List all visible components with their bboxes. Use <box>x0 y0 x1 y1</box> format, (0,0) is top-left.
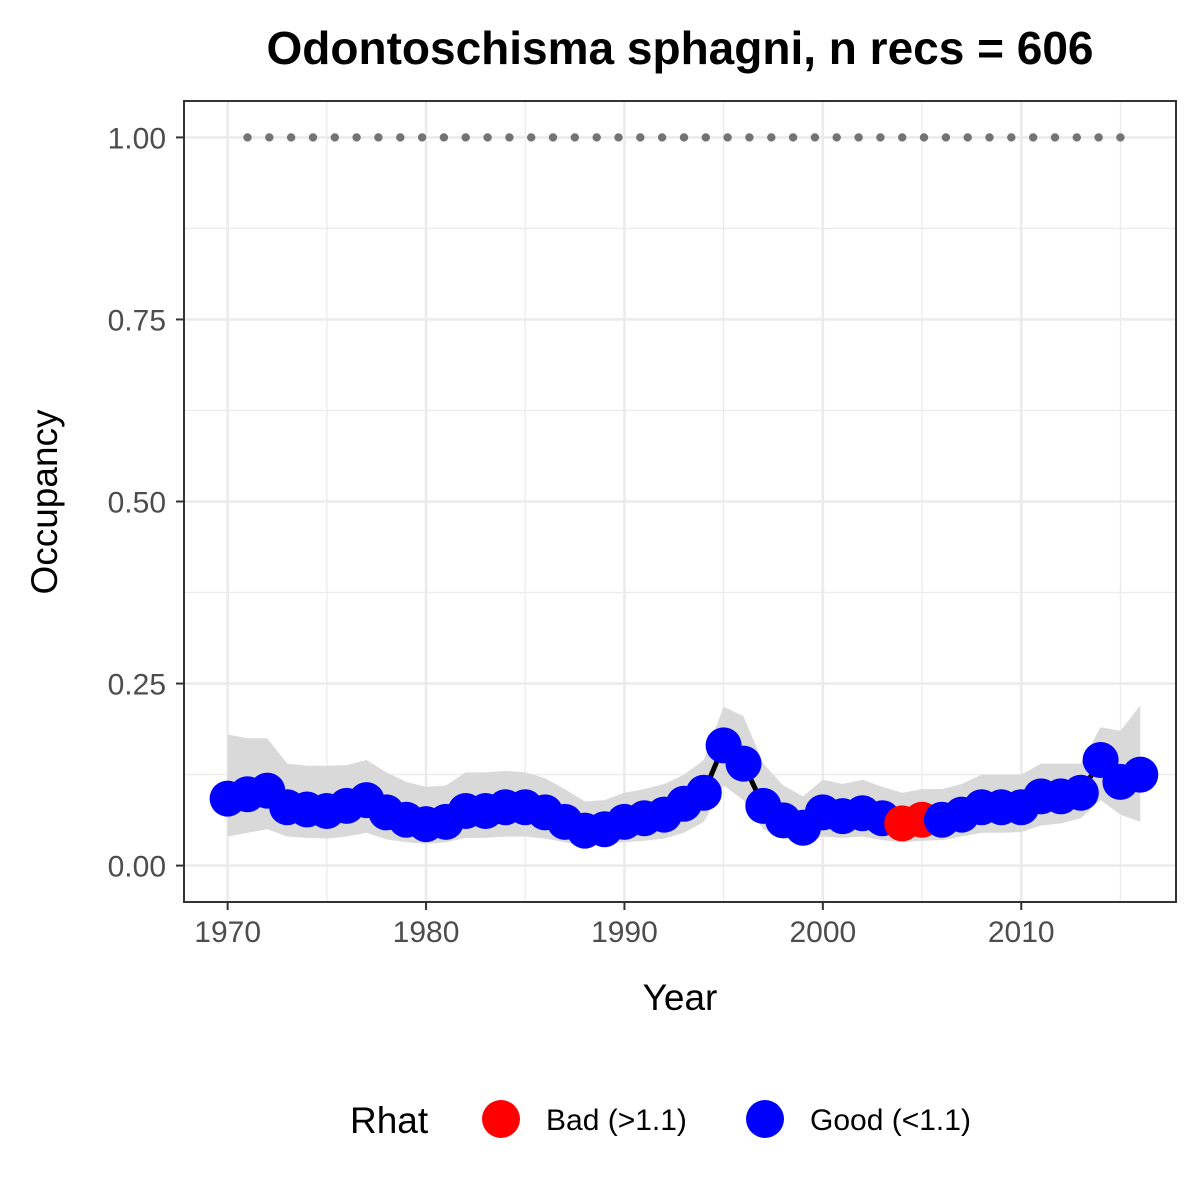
y-axis: 0.00 0.25 0.50 0.75 1.00 <box>108 122 184 884</box>
x-tick-label: 1990 <box>591 916 658 949</box>
reference-dot <box>1072 133 1082 142</box>
chart-title: Odontoschisma sphagni, n recs = 606 <box>267 22 1094 74</box>
reference-dot <box>679 133 689 142</box>
y-tick-label: 0.00 <box>108 851 166 884</box>
reference-dot <box>548 133 558 142</box>
legend-title: Rhat <box>350 1100 429 1141</box>
reference-dot <box>570 133 579 142</box>
reference-dot <box>243 133 252 142</box>
reference-dot <box>1007 133 1016 142</box>
reference-dot <box>636 133 645 142</box>
reference-dot <box>876 133 885 142</box>
legend: Rhat Bad (>1.1) Good (<1.1) <box>350 1100 971 1141</box>
x-tick-label: 2000 <box>789 916 856 949</box>
legend-label-good: Good (<1.1) <box>810 1104 971 1137</box>
reference-dot <box>505 133 514 142</box>
reference-dot <box>723 133 732 142</box>
reference-dot <box>286 133 296 142</box>
reference-dot <box>352 133 361 142</box>
y-tick-label: 0.50 <box>108 487 166 520</box>
y-tick-label: 1.00 <box>108 122 166 155</box>
reference-dot <box>614 133 623 142</box>
reference-dot <box>832 133 841 142</box>
x-tick-label: 1980 <box>393 916 460 949</box>
y-tick-label: 0.25 <box>108 669 166 702</box>
data-point-good <box>685 774 722 811</box>
reference-dot <box>788 133 798 142</box>
reference-dot <box>810 133 820 142</box>
reference-dot <box>265 133 274 142</box>
data-point-good <box>1062 774 1099 811</box>
reference-dot <box>439 133 449 142</box>
reference-dot <box>767 133 776 142</box>
reference-dot <box>1029 133 1038 142</box>
x-tick-label: 1970 <box>194 916 261 949</box>
legend-key-good <box>746 1100 784 1138</box>
reference-dot <box>854 133 863 142</box>
reference-dot <box>461 133 470 142</box>
x-axis-title: Year <box>643 977 718 1018</box>
reference-dot <box>417 133 427 142</box>
reference-dot <box>1050 133 1060 142</box>
reference-dot <box>396 133 405 142</box>
reference-dot <box>701 133 710 142</box>
legend-key-bad <box>482 1100 520 1138</box>
x-tick-label: 2010 <box>988 916 1055 949</box>
reference-dot <box>963 133 972 142</box>
reference-dot <box>527 133 536 142</box>
y-tick-label: 0.75 <box>108 304 166 337</box>
data-point-good <box>725 745 762 782</box>
reference-dot <box>308 133 318 142</box>
reference-dot <box>657 133 667 142</box>
data-point-good <box>1122 756 1159 793</box>
reference-dot <box>941 133 951 142</box>
x-axis: 1970 1980 1990 2000 2010 <box>194 902 1055 949</box>
data-points <box>209 727 1159 849</box>
reference-dot <box>1094 133 1103 142</box>
reference-dot <box>483 133 492 142</box>
reference-line <box>243 133 1125 142</box>
reference-dot <box>1116 133 1125 142</box>
reference-dot <box>985 133 994 142</box>
reference-dot <box>592 133 601 142</box>
reference-dot <box>374 133 383 142</box>
reference-dot <box>330 133 339 142</box>
reference-dot <box>898 133 907 142</box>
reference-dot <box>745 133 754 142</box>
y-axis-title: Occupancy <box>24 409 65 595</box>
legend-label-bad: Bad (>1.1) <box>546 1104 687 1137</box>
reference-dot <box>919 133 929 142</box>
